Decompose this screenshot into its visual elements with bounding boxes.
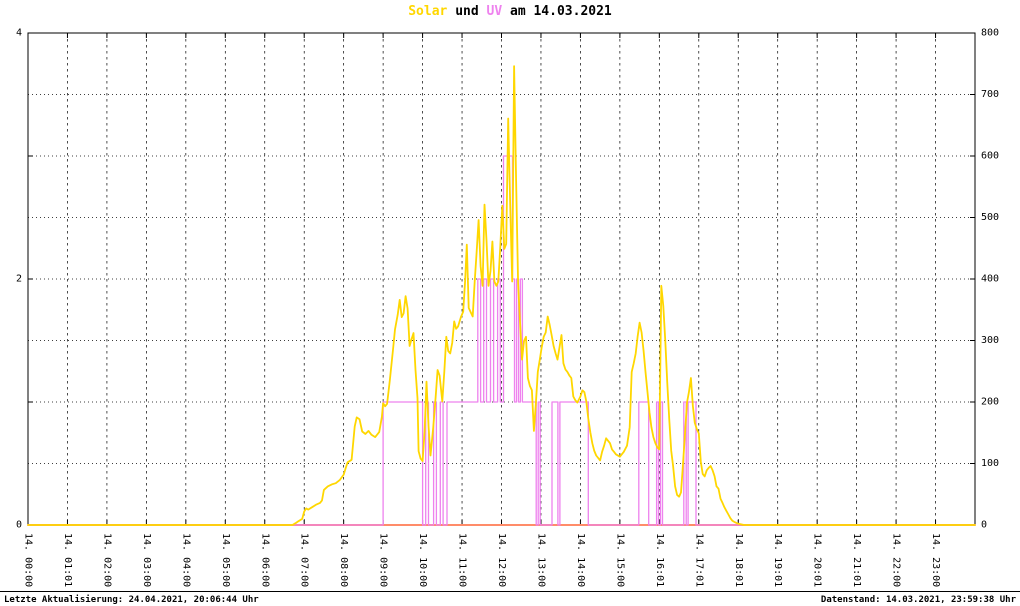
svg-text:600: 600 — [981, 151, 999, 162]
footer-last-update: Letzte Aktualisierung: 24.04.2021, 20:06… — [4, 595, 259, 605]
svg-text:14. 02:00: 14. 02:00 — [101, 533, 112, 587]
svg-text:14. 22:00: 14. 22:00 — [891, 533, 902, 587]
title-uv-word: UV — [486, 4, 503, 19]
svg-text:14. 14:00: 14. 14:00 — [575, 533, 586, 587]
svg-text:500: 500 — [981, 212, 999, 223]
svg-text:0: 0 — [981, 520, 987, 531]
footer-data-timestamp: Datenstand: 14.03.2021, 23:59:38 Uhr — [820, 595, 1016, 605]
svg-text:14. 21:01: 14. 21:01 — [851, 533, 862, 587]
svg-text:800: 800 — [981, 28, 999, 39]
title-und-word: und — [447, 4, 487, 19]
svg-text:14. 04:00: 14. 04:00 — [180, 533, 191, 587]
chart-title: Solar und UV am 14.03.2021 — [0, 4, 1020, 22]
svg-text:100: 100 — [981, 458, 999, 469]
svg-text:4: 4 — [16, 28, 22, 39]
svg-text:0: 0 — [16, 520, 22, 531]
svg-text:14. 11:00: 14. 11:00 — [457, 533, 468, 587]
solar-uv-chart: 14. 00:00 14. 01:01 14. 02:00 14. 03:00 14. … — [16, 28, 999, 588]
footer-divider — [0, 591, 1020, 592]
svg-text:14. 17:01: 14. 17:01 — [693, 533, 704, 587]
svg-text:14. 18:01: 14. 18:01 — [733, 533, 744, 587]
svg-text:14. 10:00: 14. 10:00 — [417, 533, 428, 587]
svg-text:14. 08:00: 14. 08:00 — [338, 533, 349, 587]
svg-text:300: 300 — [981, 335, 999, 346]
svg-text:700: 700 — [981, 89, 999, 100]
svg-text:14. 19:01: 14. 19:01 — [772, 533, 783, 587]
svg-text:14. 23:00: 14. 23:00 — [930, 533, 941, 587]
svg-text:14. 12:00: 14. 12:00 — [496, 533, 507, 587]
svg-text:14. 16:01: 14. 16:01 — [654, 533, 665, 587]
svg-text:14. 20:01: 14. 20:01 — [812, 533, 823, 587]
svg-text:14. 13:00: 14. 13:00 — [535, 533, 546, 587]
svg-text:14. 09:00: 14. 09:00 — [378, 533, 389, 587]
svg-text:14. 07:00: 14. 07:00 — [299, 533, 310, 587]
title-solar-word: Solar — [408, 4, 448, 19]
svg-text:2: 2 — [16, 274, 22, 285]
svg-text:200: 200 — [981, 397, 999, 408]
svg-text:14. 01:01: 14. 01:01 — [62, 533, 73, 587]
svg-text:400: 400 — [981, 274, 999, 285]
svg-text:14. 15:00: 14. 15:00 — [614, 533, 625, 587]
svg-text:14. 05:00: 14. 05:00 — [220, 533, 231, 587]
title-date: am 14.03.2021 — [502, 4, 612, 19]
svg-text:14. 03:00: 14. 03:00 — [141, 533, 152, 587]
svg-text:14. 06:00: 14. 06:00 — [259, 533, 270, 587]
svg-text:14. 00:00: 14. 00:00 — [23, 533, 34, 587]
